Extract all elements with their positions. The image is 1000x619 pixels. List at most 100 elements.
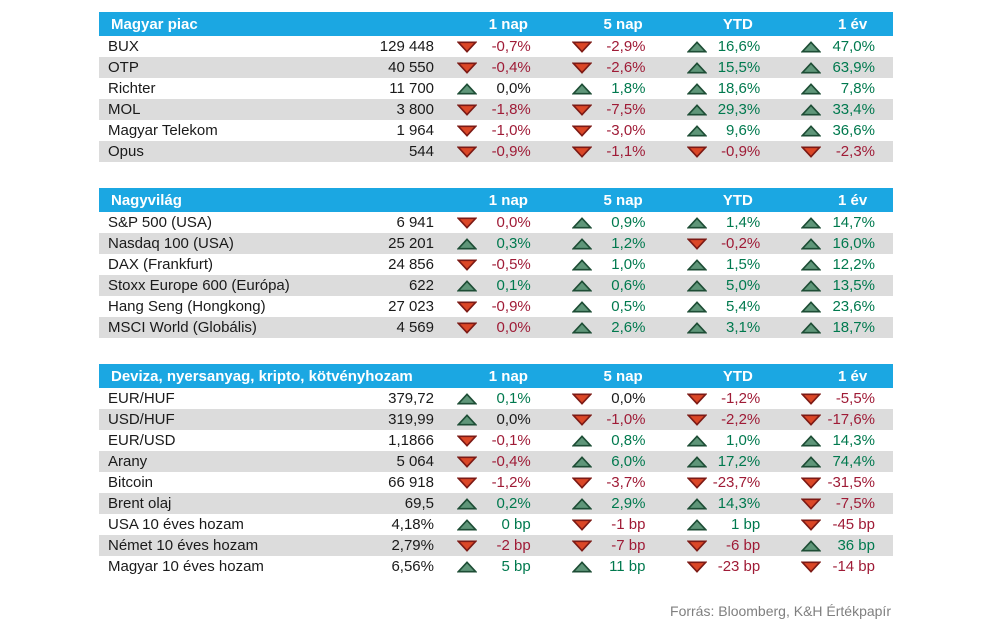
arrow-down-icon <box>801 560 822 573</box>
change-value: 1,0% <box>726 432 761 449</box>
instrument-value: 11 700 <box>389 80 434 97</box>
change-cell: 36 bp <box>778 537 893 554</box>
table-row: BUX 129 448 -0,7% -2,9% 16,6% 47,0% <box>99 36 893 57</box>
change-cell: -1,0% <box>434 122 549 139</box>
arrow-down-icon <box>686 413 707 426</box>
arrow-up-icon <box>686 216 707 229</box>
change-value: 5 bp <box>501 558 531 575</box>
arrow-down-icon <box>457 455 477 468</box>
change-value: 1,5% <box>726 256 761 273</box>
change-cell: 2,6% <box>549 319 664 336</box>
table-title: Nagyvilág <box>111 191 182 209</box>
change-value: 5,0% <box>726 277 761 294</box>
instrument-name: BUX <box>108 38 139 55</box>
arrow-up-icon <box>801 300 822 313</box>
change-cell: -7,5% <box>549 101 664 118</box>
table-row: Nasdaq 100 (USA) 25 201 0,3% 1,2% -0,2% 16,0% <box>99 233 893 254</box>
market-report: Magyar piac 1 nap 5 nap YTD 1 év BUX 129 448 -0… <box>99 12 893 619</box>
change-cell: -0,9% <box>434 143 549 160</box>
change-value: 11 bp <box>609 558 646 575</box>
change-value: -2,2% <box>721 411 761 428</box>
change-value: 0,0% <box>496 411 531 428</box>
column-header: YTD <box>722 367 753 385</box>
arrow-up-icon <box>457 279 477 292</box>
change-cell: 0 bp <box>434 516 549 533</box>
change-cell: 14,3% <box>664 495 779 512</box>
change-value: 0,5% <box>611 298 646 315</box>
change-cell: 1,0% <box>664 432 779 449</box>
change-value: 2,9% <box>611 495 646 512</box>
change-value: -23,7% <box>712 474 761 491</box>
change-cell: 9,6% <box>664 122 779 139</box>
table-row: MOL 3 800 -1,8% -7,5% 29,3% 33,4% <box>99 99 893 120</box>
arrow-up-icon <box>571 258 592 271</box>
arrow-down-icon <box>457 124 477 137</box>
change-value: -23 bp <box>717 558 761 575</box>
instrument-name: Bitcoin <box>108 474 154 491</box>
arrow-up-icon <box>571 321 592 334</box>
change-value: -2,6% <box>606 59 646 76</box>
change-cell: -45 bp <box>778 516 893 533</box>
change-cell: 11 bp <box>549 558 664 575</box>
change-cell: -0,5% <box>434 256 549 273</box>
change-value: 74,4% <box>832 453 875 470</box>
change-cell: -0,9% <box>434 298 549 315</box>
arrow-down-icon <box>686 392 707 405</box>
change-value: -31,5% <box>827 474 875 491</box>
instrument-value: 544 <box>408 143 434 160</box>
change-cell: 7,8% <box>778 80 893 97</box>
change-cell: 1,5% <box>664 256 779 273</box>
arrow-down-icon <box>801 497 822 510</box>
change-cell: -0,4% <box>434 453 549 470</box>
instrument-name: Magyar Telekom <box>108 122 218 139</box>
instrument-value: 1,1866 <box>388 432 434 449</box>
column-header: 1 év <box>838 15 868 33</box>
instrument-name: USA 10 éves hozam <box>108 516 244 533</box>
change-cell: 18,7% <box>778 319 893 336</box>
change-value: -1,0% <box>606 411 646 428</box>
change-value: -2 bp <box>496 537 531 554</box>
change-value: 9,6% <box>726 122 761 139</box>
table-title: Magyar piac <box>111 15 198 33</box>
arrow-up-icon <box>801 539 822 552</box>
change-cell: 1 bp <box>664 516 779 533</box>
change-cell: 0,9% <box>549 214 664 231</box>
change-cell: 5,4% <box>664 298 779 315</box>
instrument-name: EUR/USD <box>108 432 176 449</box>
change-value: 0,8% <box>611 432 646 449</box>
change-value: -2,3% <box>835 143 875 160</box>
arrow-up-icon <box>457 560 477 573</box>
instrument-value: 24 856 <box>388 256 434 273</box>
arrow-up-icon <box>801 258 822 271</box>
instrument-value: 129 448 <box>379 38 434 55</box>
column-header: YTD <box>722 15 753 33</box>
change-cell: -2,6% <box>549 59 664 76</box>
arrow-up-icon <box>686 455 707 468</box>
instrument-value: 6 941 <box>396 214 434 231</box>
arrow-up-icon <box>571 237 592 250</box>
arrow-up-icon <box>801 61 822 74</box>
instrument-value: 40 550 <box>388 59 434 76</box>
arrow-down-icon <box>457 539 477 552</box>
change-cell: 16,0% <box>778 235 893 252</box>
arrow-up-icon <box>686 321 707 334</box>
change-cell: 33,4% <box>778 101 893 118</box>
table-row: MSCI World (Globális) 4 569 0,0% 2,6% 3,1% 18… <box>99 317 893 338</box>
arrow-up-icon <box>571 82 592 95</box>
change-value: 18,7% <box>832 319 875 336</box>
column-header: 5 nap <box>603 367 643 385</box>
change-cell: 18,6% <box>664 80 779 97</box>
change-value: 0,0% <box>496 214 531 231</box>
instrument-value: 6,56% <box>391 558 434 575</box>
change-cell: 14,3% <box>778 432 893 449</box>
change-cell: 0,3% <box>434 235 549 252</box>
column-header: 1 év <box>838 367 868 385</box>
instrument-value: 25 201 <box>388 235 434 252</box>
change-value: 0,0% <box>496 319 531 336</box>
instrument-value: 319,99 <box>388 411 434 428</box>
instrument-value: 2,79% <box>391 537 434 554</box>
change-cell: -14 bp <box>778 558 893 575</box>
change-cell: -3,7% <box>549 474 664 491</box>
arrow-down-icon <box>801 145 822 158</box>
change-value: 0,2% <box>496 495 531 512</box>
